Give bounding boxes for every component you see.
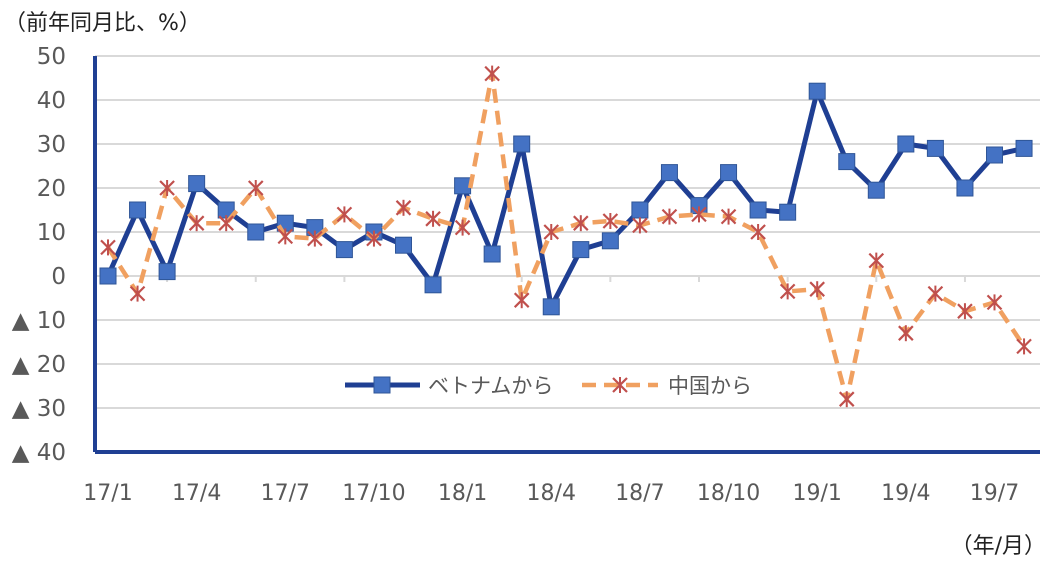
china-point bbox=[425, 210, 441, 227]
china-point bbox=[750, 224, 766, 240]
vietnam-point bbox=[808, 82, 826, 100]
vietnam-point bbox=[631, 201, 649, 219]
vietnam-point bbox=[986, 146, 1003, 164]
vietnam-point bbox=[247, 223, 265, 241]
china-point bbox=[129, 285, 146, 302]
y-tick-label: 20 bbox=[37, 176, 66, 202]
vietnam-point bbox=[188, 175, 206, 193]
vietnam-point bbox=[779, 203, 797, 221]
vietnam-point bbox=[926, 139, 944, 157]
vietnam-point bbox=[660, 164, 678, 182]
vietnam-point bbox=[483, 245, 501, 263]
vietnam-point bbox=[897, 135, 915, 153]
vietnam-point bbox=[749, 201, 767, 219]
china-point bbox=[632, 217, 648, 234]
y-axis-title: （前年同月比、%） bbox=[4, 11, 201, 36]
china-point bbox=[1016, 338, 1032, 355]
china-line bbox=[106, 71, 1026, 402]
china-point bbox=[188, 215, 205, 232]
china-point bbox=[779, 283, 796, 300]
legend: ベトナムから 中国から bbox=[345, 374, 752, 398]
x-tick-label: 18/10 bbox=[697, 481, 760, 506]
china-point bbox=[661, 208, 678, 225]
china-point bbox=[543, 224, 560, 240]
china-point bbox=[484, 65, 500, 82]
y-tick-label: ▲ 20 bbox=[12, 352, 66, 378]
china-point bbox=[838, 391, 855, 408]
x-tick-label: 19/7 bbox=[970, 481, 1019, 506]
china-point bbox=[218, 215, 234, 232]
vietnam-point bbox=[395, 236, 412, 254]
china-point bbox=[602, 213, 619, 229]
vietnam-point bbox=[1015, 139, 1033, 157]
vietnam-point bbox=[99, 267, 117, 285]
china-point bbox=[809, 281, 825, 298]
vietnam-point bbox=[129, 201, 147, 219]
china-point bbox=[247, 180, 264, 196]
china-point bbox=[573, 215, 589, 232]
x-axis-unit: （年/月） bbox=[951, 534, 1046, 559]
x-tick-label: 18/4 bbox=[527, 481, 576, 506]
vietnam-point bbox=[335, 241, 353, 259]
legend-china-marker bbox=[612, 377, 628, 393]
x-tick-label: 17/4 bbox=[172, 481, 221, 506]
china-point bbox=[454, 219, 471, 236]
y-tick-label: 0 bbox=[51, 264, 66, 290]
vietnam-point bbox=[956, 179, 974, 197]
x-tick-label: 18/7 bbox=[615, 481, 664, 506]
y-tick-label: ▲ 10 bbox=[12, 308, 66, 334]
vietnam-point bbox=[601, 232, 619, 250]
series-vietnam bbox=[99, 82, 1033, 316]
china-point bbox=[720, 208, 737, 225]
y-tick-label: ▲ 30 bbox=[12, 396, 66, 422]
series-china bbox=[100, 65, 1032, 408]
y-tick-label: 30 bbox=[37, 132, 66, 158]
vietnam-point bbox=[867, 181, 885, 199]
y-tick-label: 10 bbox=[37, 220, 66, 246]
china-point bbox=[277, 228, 294, 245]
china-point bbox=[957, 303, 973, 320]
china-point bbox=[395, 199, 412, 216]
china-point bbox=[691, 206, 707, 223]
china-point bbox=[513, 292, 530, 309]
vietnam-point bbox=[720, 164, 738, 182]
x-tick-label: 19/4 bbox=[881, 481, 930, 506]
x-tick-label: 17/10 bbox=[342, 481, 405, 506]
y-tick-label: ▲ 40 bbox=[12, 440, 66, 466]
vietnam-point bbox=[424, 276, 442, 294]
x-tick-label: 18/1 bbox=[438, 481, 487, 506]
x-tick-label: 17/7 bbox=[261, 481, 310, 506]
china-point bbox=[986, 294, 1003, 311]
y-tick-label: 40 bbox=[37, 88, 66, 114]
china-point bbox=[159, 180, 175, 196]
china-point bbox=[366, 230, 382, 247]
x-tick-label: 17/1 bbox=[83, 481, 132, 506]
vietnam-point bbox=[513, 135, 531, 153]
vietnam-point bbox=[542, 298, 560, 316]
china-point bbox=[868, 252, 885, 269]
china-point bbox=[898, 325, 914, 342]
china-point bbox=[927, 285, 944, 302]
x-tick-label: 19/1 bbox=[792, 481, 841, 506]
y-tick-label: 50 bbox=[37, 44, 66, 70]
china-point bbox=[100, 239, 116, 256]
china-point bbox=[307, 230, 323, 247]
legend-vietnam-label: ベトナムから bbox=[428, 374, 553, 398]
china-point bbox=[336, 206, 353, 223]
vietnam-point bbox=[838, 153, 856, 171]
legend-vietnam-marker bbox=[373, 376, 391, 394]
vietnam-point bbox=[158, 263, 176, 281]
vietnam-point bbox=[454, 177, 472, 195]
legend-china-label: 中国から bbox=[668, 374, 752, 398]
vietnam-point bbox=[572, 241, 590, 259]
